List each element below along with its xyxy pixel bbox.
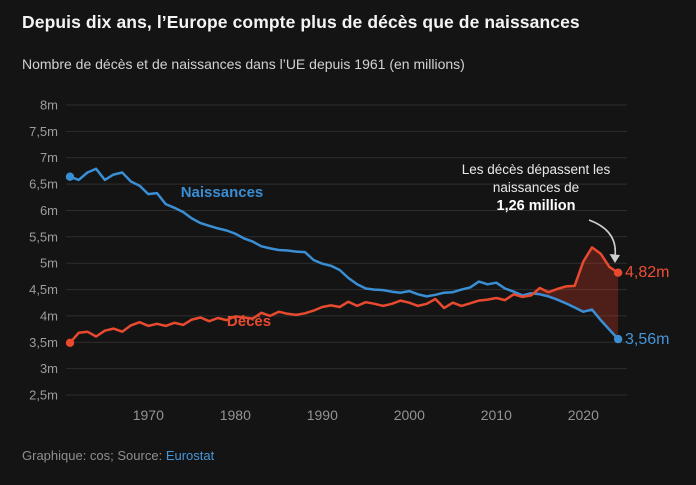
chart-credit: Graphique: cos; Source: Eurostat [22,448,214,463]
annotation-value: 1,26 million [496,197,576,214]
deaths-line [68,246,620,345]
y-tick-label: 5m [40,256,58,271]
credit-text: Graphique: cos; Source: [22,448,166,463]
chart-subtitle: Nombre de décès et de naissances dans l’… [22,56,465,72]
births-endpoint-dot [613,334,623,344]
deaths-end-value-label: 4,82m [625,264,670,281]
y-tick-label: 3m [40,361,58,376]
page-title: Depuis dix ans, l’Europe compte plus de … [22,12,580,32]
y-tick-label: 2,5m [29,388,58,403]
deficit-area [533,247,619,340]
x-tick-label: 2010 [481,407,512,423]
source-link[interactable]: Eurostat [165,448,215,463]
y-tick-label: 4m [40,308,58,323]
births-series-label: Naissances [180,184,264,201]
deaths-endpoint-dot [613,268,623,277]
y-tick-label: 5,5m [29,229,58,244]
x-tick-label: 1980 [220,407,251,423]
y-tick-label: 8m [40,98,58,113]
y-tick-label: 7m [40,150,58,165]
annotation-line-1: Les décès dépassent les [461,162,611,177]
x-tick-label: 2020 [568,407,599,423]
x-tick-label: 1970 [133,407,164,423]
y-tick-label: 6m [40,203,58,218]
y-tick-label: 3,5m [29,335,58,350]
x-tick-label: 1990 [307,407,338,423]
births-line [68,167,620,341]
deficit-annotation: Les décès dépassent les naissances de 1,… [424,161,648,216]
y-tick-label: 7,5m [29,124,58,139]
births-end-value-label: 3,56m [625,331,670,348]
births-endpoint-dot [65,172,75,181]
y-tick-label: 4,5m [29,282,58,297]
x-tick-label: 2000 [394,407,425,423]
deaths-endpoint-dot [65,338,75,347]
annotation-line-2: naissances de [492,179,580,195]
deaths-series-label: Décès [226,313,272,330]
y-tick-label: 6,5m [29,177,58,192]
